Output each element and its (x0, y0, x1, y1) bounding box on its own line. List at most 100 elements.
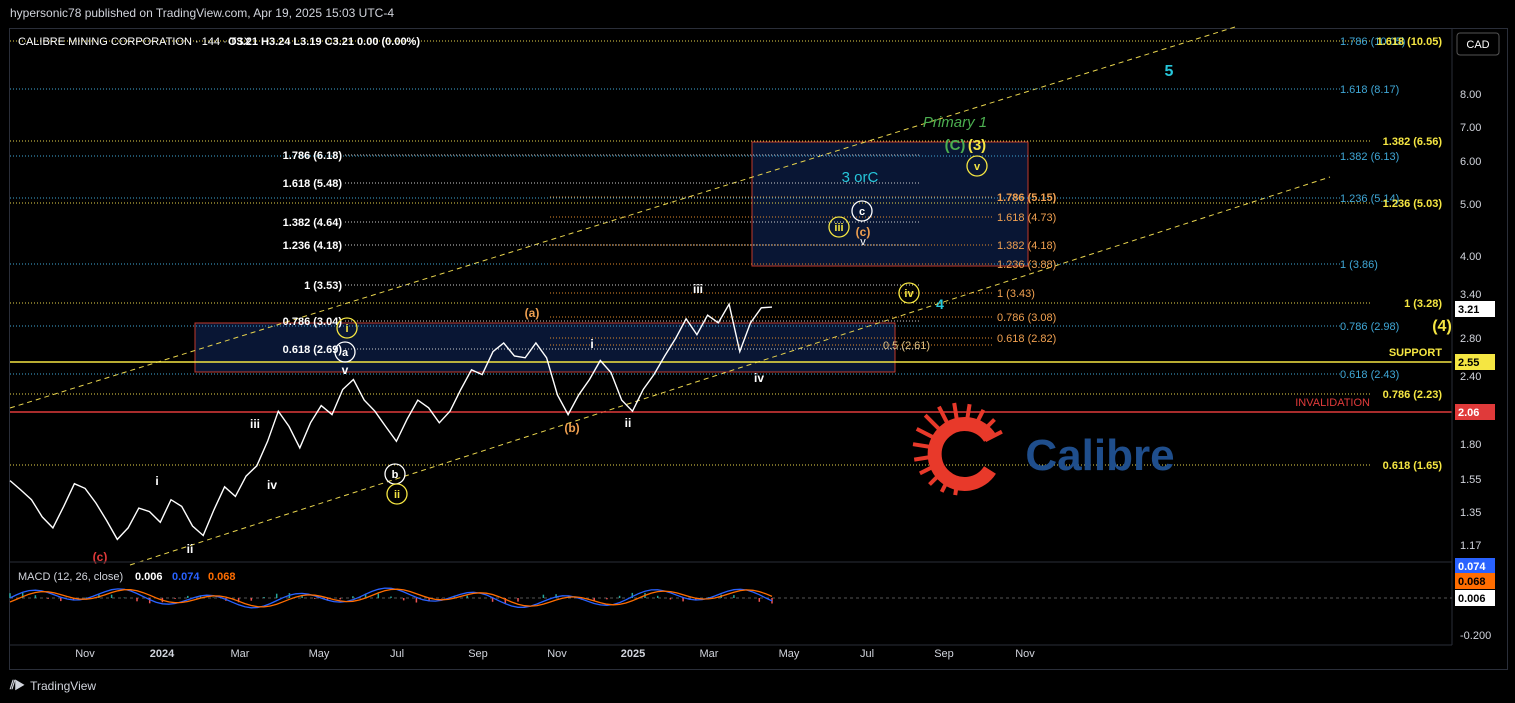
footer-brand: TradingView (30, 678, 97, 693)
macd-line-value-badge-label: 0.074 (1458, 561, 1486, 573)
currency-label: CAD (1466, 39, 1489, 51)
x-tick-label: Sep (468, 648, 488, 660)
wave-label: i (155, 474, 158, 488)
fib-white-label: 0.618 (2.69) (283, 344, 343, 356)
wave-label: iii (693, 282, 703, 296)
publish-info: hypersonic78 published on TradingView.co… (10, 6, 395, 20)
y-tick-label: 5.00 (1460, 199, 1481, 211)
y-tick-label: 2.80 (1460, 333, 1481, 345)
x-tick-label: May (779, 648, 800, 660)
x-tick-label: Jul (390, 648, 404, 660)
macd-signal-axis-value-badge-label: 0.068 (1458, 576, 1486, 588)
wave-circle (336, 317, 358, 339)
fib-orange-label: 0.5 (2.61) (883, 340, 930, 352)
macd-title: MACD (12, 26, close) (18, 571, 123, 583)
wave-circle-label: ii (394, 489, 400, 501)
wave-label: ii (187, 542, 194, 556)
y-tick-label: 4.00 (1460, 251, 1481, 263)
x-tick-label: Mar (231, 648, 250, 660)
wave-circle-label: c (859, 206, 865, 218)
fib-cyan-label: 1.382 (6.13) (1340, 151, 1399, 163)
fib-orange-label: 1.786 (5.15) (997, 192, 1057, 204)
y-tick-label: 6.00 (1460, 156, 1481, 168)
wave-circle-label: a (342, 347, 349, 359)
support-value-badge-label: 2.55 (1458, 357, 1479, 369)
fib-white-label: 1.382 (4.64) (283, 217, 343, 229)
wave-label: (c) (856, 225, 871, 239)
x-tick-label: 2025 (621, 648, 645, 660)
invalidation-value-badge-label: 2.06 (1458, 407, 1479, 419)
macd-signal-line (9, 588, 773, 608)
y-tick-label: 1.17 (1460, 540, 1481, 552)
fib-orange-label: 1 (3.43) (997, 288, 1035, 300)
fib-yellow-label: 0.786 (2.23) (1383, 389, 1443, 401)
y-tick-label: 2.40 (1460, 371, 1481, 383)
wave-circle (828, 216, 850, 238)
wave-label: iv (267, 478, 277, 492)
wave-label: (b) (564, 421, 579, 435)
macd-line-value-badge (1455, 558, 1495, 574)
support-zone-box (194, 322, 896, 373)
fib-white-label: 1.236 (4.18) (283, 240, 343, 252)
wave-label: v (860, 236, 866, 248)
fib-white-label: 1.786 (6.18) (283, 150, 343, 162)
x-tick-label: Jul (860, 648, 874, 660)
x-tick-label: May (309, 648, 330, 660)
x-tick-label: 2024 (150, 648, 175, 660)
fib-cyan-label: 1.786 (10.05) (1340, 36, 1405, 48)
ohlc-values: O3.21 H3.24 L3.19 C3.21 0.00 (0.00%) (228, 36, 420, 48)
fib-white-label: 1 (3.53) (304, 280, 342, 292)
last-price-badge-label: 3.21 (1458, 304, 1479, 316)
y-tick-label: 1.80 (1460, 439, 1481, 451)
macd-y-tick-label: -0.200 (1460, 630, 1491, 642)
macd-line (9, 587, 773, 609)
symbol-title: CALIBRE MINING CORPORATION · 144 · TSX (18, 36, 252, 48)
price-series-line (9, 302, 773, 541)
wave-label: (a) (525, 306, 540, 320)
macd-signal-axis-value-badge (1455, 573, 1495, 589)
x-tick-label: Mar (700, 648, 719, 660)
currency-button[interactable] (1456, 32, 1500, 56)
calibre-logo-text: Calibre (1025, 431, 1174, 480)
wave-circle (966, 155, 988, 177)
fib-orange-label: 1.382 (4.18) (997, 240, 1056, 252)
support-value-badge (1455, 354, 1495, 370)
macd-hist-axis-value-badge (1455, 590, 1495, 606)
wave-circle (898, 282, 920, 304)
wave-label: i (590, 337, 593, 351)
fib-yellow-label: 0.618 (1.65) (1383, 460, 1443, 472)
logo-c-icon (927, 417, 996, 491)
wave-label: (c) (93, 550, 108, 564)
support-label: SUPPORT (1389, 347, 1442, 359)
invalidation-label: INVALIDATION (1295, 397, 1370, 409)
alt-count-label: 3 orC (842, 169, 879, 186)
fib-white-label: 1.618 (5.48) (283, 178, 343, 190)
y-tick-label: 8.00 (1460, 89, 1481, 101)
fib-orange-label: 1.236 (3.88) (997, 259, 1056, 271)
calibre-logo-icon (912, 402, 1003, 496)
wave-label: (3) (968, 137, 986, 154)
fib-cyan-label: 1.618 (8.17) (1340, 84, 1399, 96)
y-tick-label: 7.00 (1460, 122, 1481, 134)
fib-orange-label: 0.786 (3.08) (997, 312, 1056, 324)
wave-label: v (342, 363, 349, 377)
wave-label: iv (754, 371, 764, 385)
wave-label: 5 (1165, 63, 1174, 80)
wave-circle-label: iii (834, 222, 843, 234)
wave-circle-label: i (345, 323, 348, 335)
macd-signal-value: 0.068 (208, 571, 236, 583)
x-tick-label: Nov (1015, 648, 1035, 660)
channel-lower-line (129, 176, 1331, 566)
wave-circle (386, 483, 408, 505)
invalidation-value-badge (1455, 404, 1495, 420)
fib-yellow-label: 1.236 (5.03) (1383, 198, 1443, 210)
fib-cyan-label: 0.786 (2.98) (1340, 321, 1399, 333)
last-price-badge (1455, 301, 1495, 317)
x-tick-label: Nov (75, 648, 95, 660)
x-tick-label: Sep (934, 648, 954, 660)
chart-frame (9, 28, 1508, 670)
wave-circle-label: iv (904, 288, 914, 300)
wave-label: iii (250, 417, 260, 431)
fib-white-label: 0.786 (3.04) (283, 316, 343, 328)
